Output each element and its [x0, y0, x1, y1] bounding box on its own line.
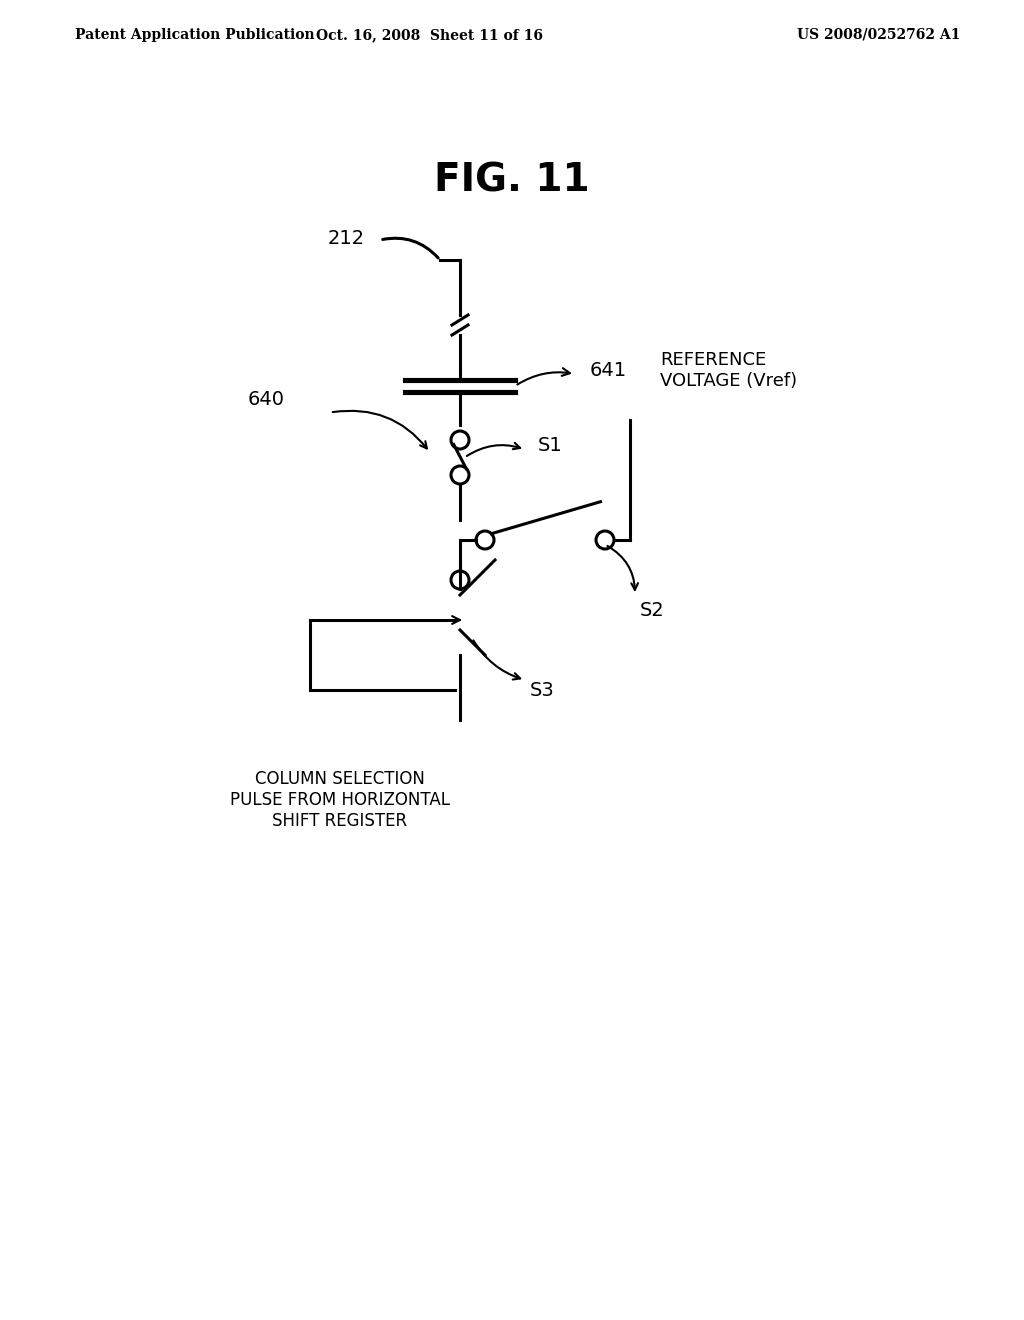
Text: 212: 212 — [328, 228, 365, 248]
Text: 640: 640 — [248, 389, 285, 409]
Text: COLUMN SELECTION
PULSE FROM HORIZONTAL
SHIFT REGISTER: COLUMN SELECTION PULSE FROM HORIZONTAL S… — [230, 770, 450, 829]
Text: S3: S3 — [530, 681, 555, 700]
Text: FIG. 11: FIG. 11 — [434, 161, 590, 199]
Text: Patent Application Publication: Patent Application Publication — [75, 28, 314, 42]
Text: S2: S2 — [640, 601, 665, 619]
Text: 641: 641 — [590, 362, 627, 380]
Text: S1: S1 — [538, 436, 563, 455]
Text: Oct. 16, 2008  Sheet 11 of 16: Oct. 16, 2008 Sheet 11 of 16 — [316, 28, 544, 42]
Text: REFERENCE
VOLTAGE (Vref): REFERENCE VOLTAGE (Vref) — [660, 351, 797, 389]
Text: US 2008/0252762 A1: US 2008/0252762 A1 — [797, 28, 961, 42]
